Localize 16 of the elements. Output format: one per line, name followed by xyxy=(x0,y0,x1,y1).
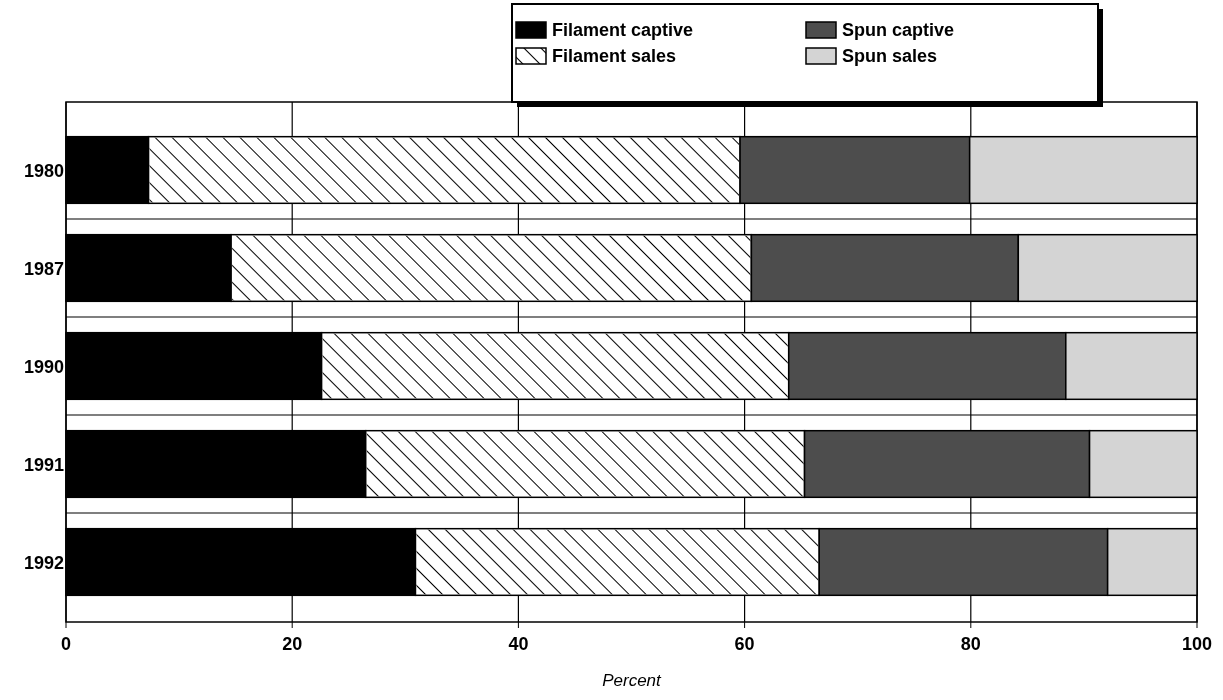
x-axis-title: Percent xyxy=(602,671,663,690)
x-tick-label: 60 xyxy=(734,634,755,654)
y-tick-label: 1987 xyxy=(23,259,64,279)
y-tick-label: 1980 xyxy=(23,161,64,181)
y-tick-label: 1992 xyxy=(23,553,64,573)
x-tick-label: 20 xyxy=(282,634,303,654)
x-tick-label: 0 xyxy=(60,634,72,654)
legend-label: Spun captive xyxy=(842,20,955,40)
legend-label: Spun sales xyxy=(842,46,938,66)
x-tick-label: 80 xyxy=(960,634,981,654)
y-tick-label: 1991 xyxy=(23,455,64,475)
x-tick-label: 40 xyxy=(508,634,529,654)
legend-label: Filament captive xyxy=(552,20,694,40)
y-tick-label: 1990 xyxy=(23,357,64,377)
x-tick-label: 100 xyxy=(1181,634,1213,654)
legend-label: Filament sales xyxy=(552,46,677,66)
